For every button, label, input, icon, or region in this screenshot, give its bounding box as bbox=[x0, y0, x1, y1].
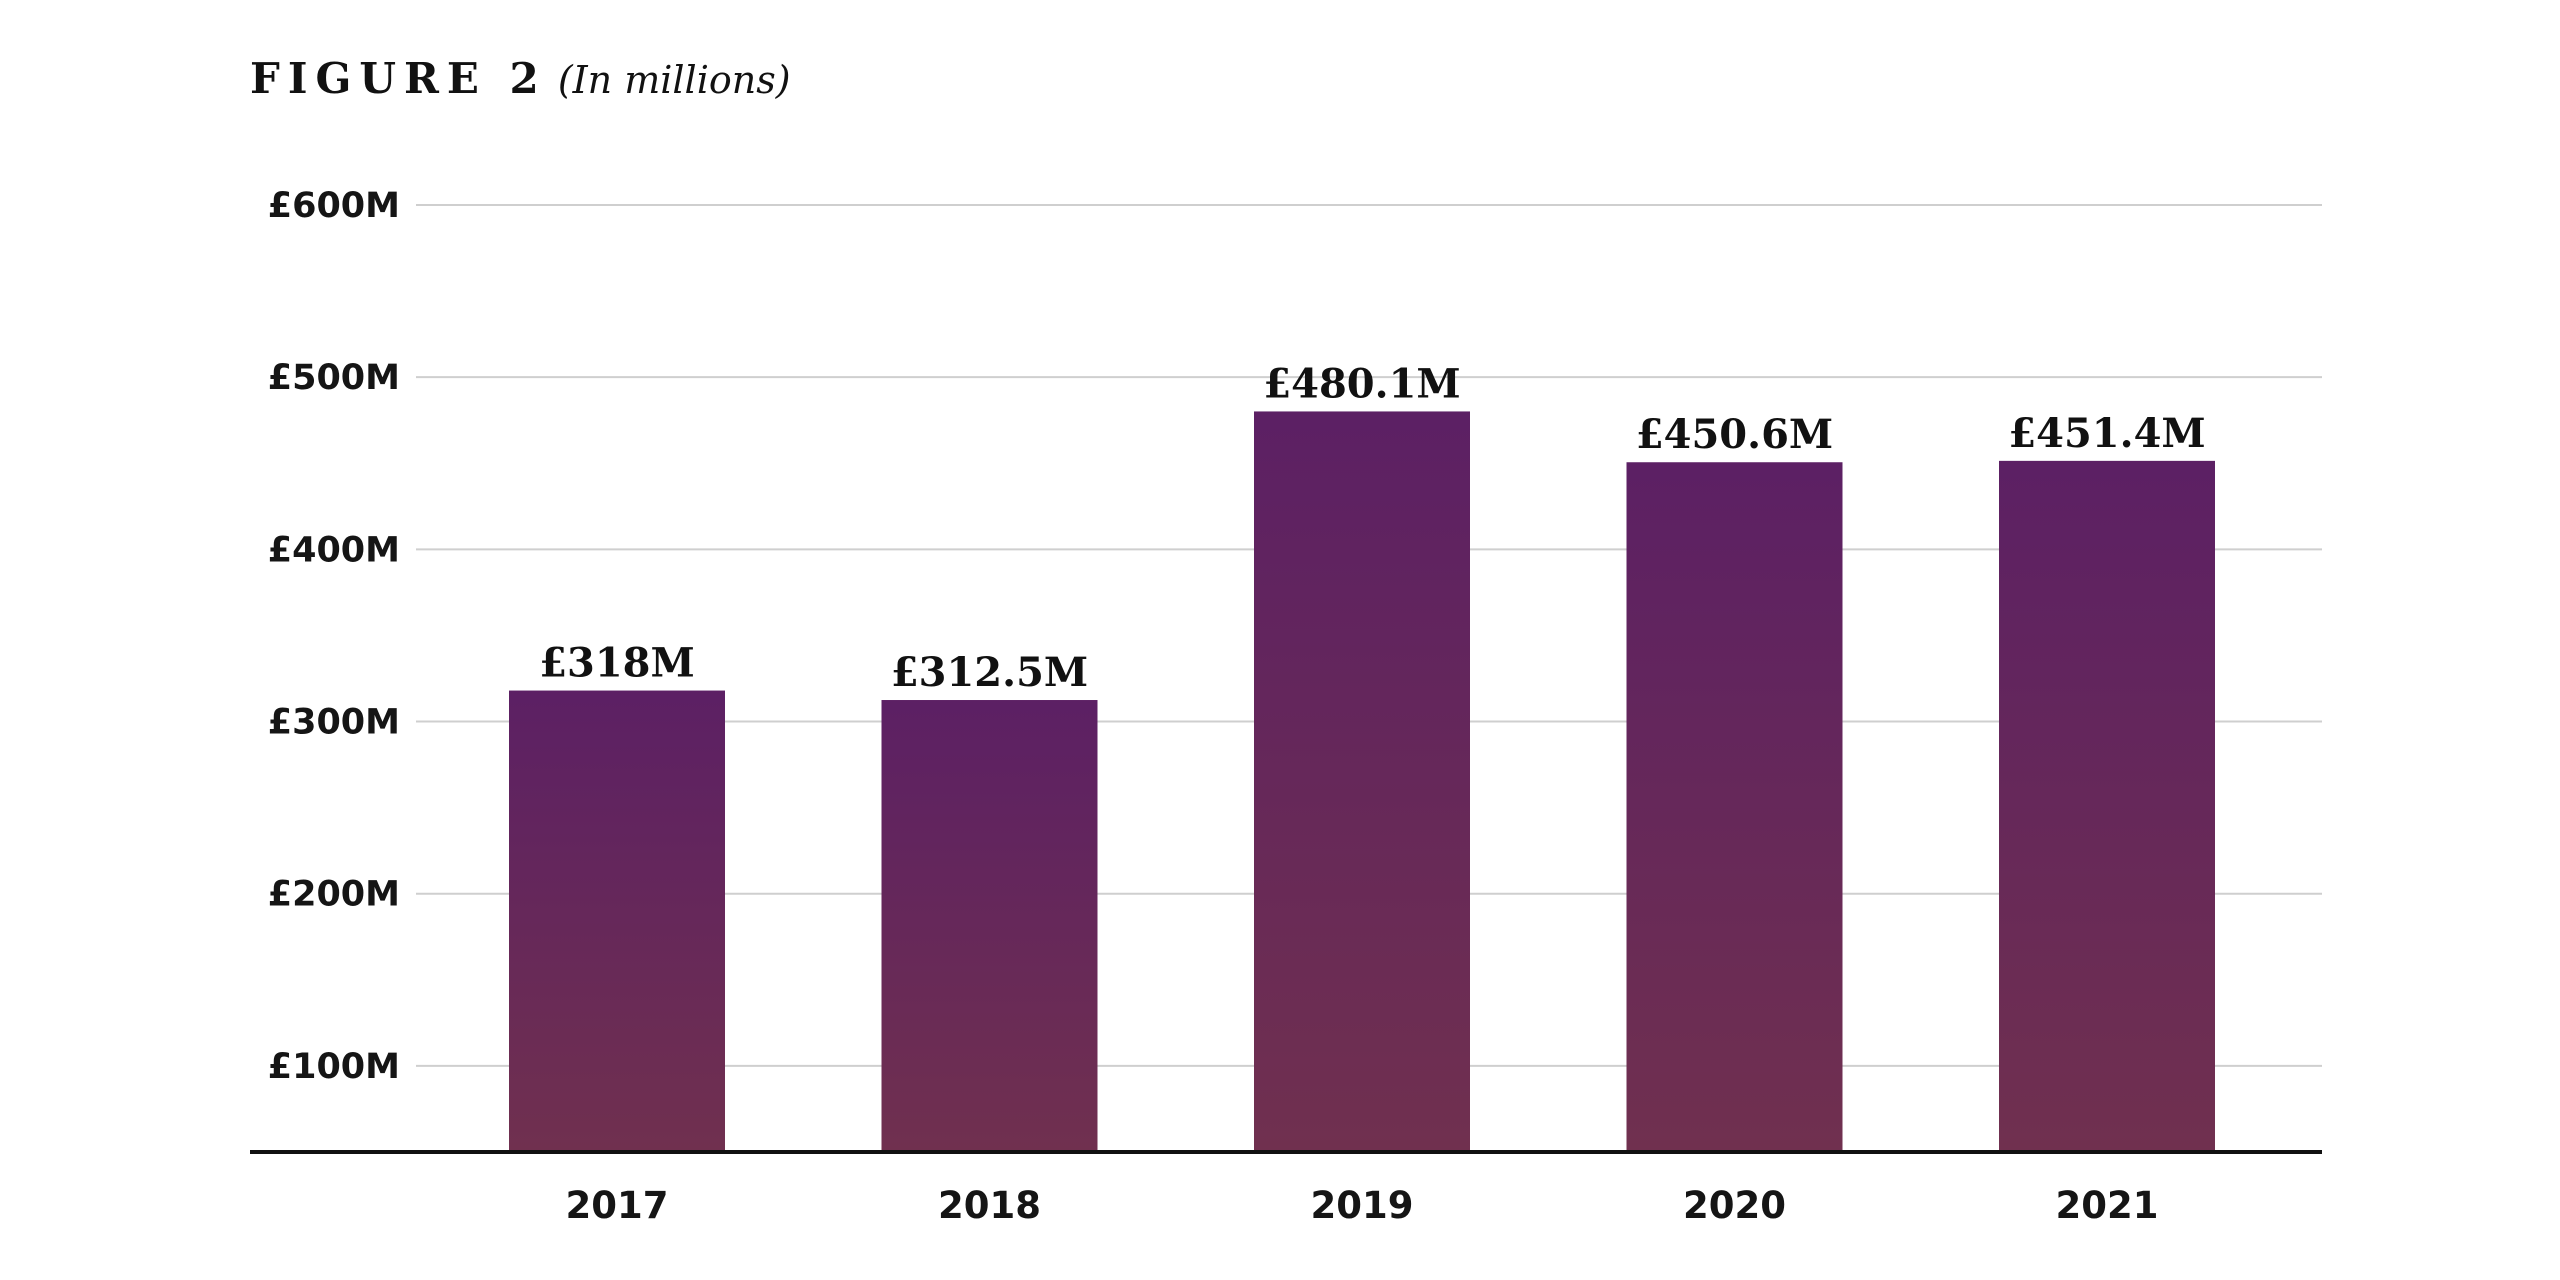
bars bbox=[509, 411, 2215, 1152]
y-axis-ticks: £100M £200M £300M £400M £500M £600M bbox=[268, 186, 400, 1087]
figure-title: FIGURE 2 (In millions) bbox=[250, 54, 791, 103]
figure-label: FIGURE 2 bbox=[250, 54, 547, 103]
data-label-2018: £312.5M bbox=[891, 649, 1088, 696]
data-label-2021: £451.4M bbox=[2008, 410, 2205, 457]
y-tick-label: £400M bbox=[268, 530, 400, 570]
bar-2019 bbox=[1254, 411, 1470, 1152]
data-label-2017: £318M bbox=[539, 640, 695, 687]
figure-subtitle: (In millions) bbox=[557, 58, 791, 102]
data-labels: £318M £312.5M £480.1M £450.6M £451.4M bbox=[539, 360, 2205, 696]
x-tick-label-2021: 2021 bbox=[2056, 1184, 2159, 1227]
data-label-2020: £450.6M bbox=[1636, 411, 1833, 458]
bar-2018 bbox=[881, 700, 1098, 1152]
x-tick-label-2019: 2019 bbox=[1311, 1184, 1414, 1227]
bar-2020 bbox=[1626, 462, 1843, 1152]
bar-2017 bbox=[509, 690, 725, 1152]
y-tick-label: £600M bbox=[268, 186, 400, 226]
x-tick-label-2020: 2020 bbox=[1683, 1184, 1786, 1227]
y-tick-label: £200M bbox=[268, 875, 400, 915]
x-tick-label-2018: 2018 bbox=[938, 1184, 1041, 1227]
y-tick-label: £500M bbox=[268, 358, 400, 398]
x-tick-label-2017: 2017 bbox=[566, 1184, 669, 1227]
y-tick-label: £300M bbox=[268, 703, 400, 743]
data-label-2019: £480.1M bbox=[1263, 360, 1460, 407]
bar-2021 bbox=[1999, 460, 2215, 1152]
x-axis-ticks: 2017 2018 2019 2020 2021 bbox=[566, 1184, 2159, 1227]
y-tick-label: £100M bbox=[268, 1047, 400, 1087]
